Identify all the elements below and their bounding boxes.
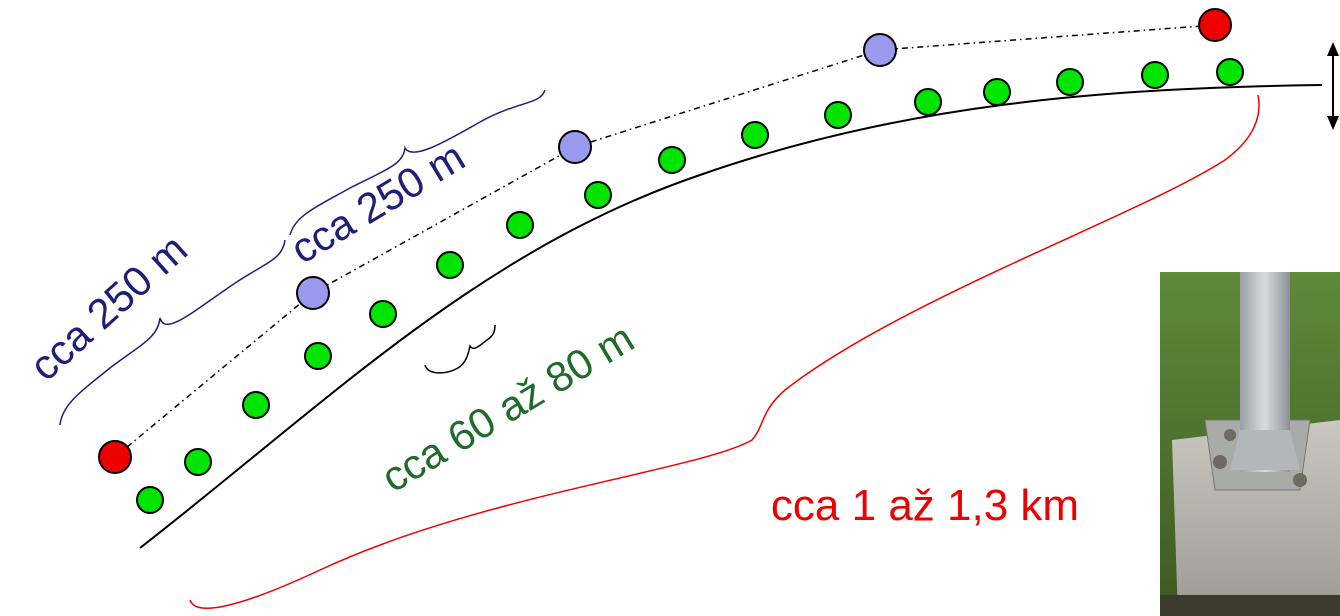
brace [190,95,1259,608]
road-line [140,85,1322,548]
dash-dot-line [115,25,1215,457]
double-arrow [1327,42,1339,130]
diagram: cca 250 m cca 250 m cca 60 až 80 m cca 1… [0,0,1340,616]
length-label: cca 1 až 1,3 km [771,481,1079,530]
photo [1160,272,1340,616]
spacing-label: cca 60 až 80 m [373,314,641,501]
brace [425,325,495,373]
distance-label: cca 250 m [21,225,196,390]
distance-label: cca 250 m [282,133,472,273]
